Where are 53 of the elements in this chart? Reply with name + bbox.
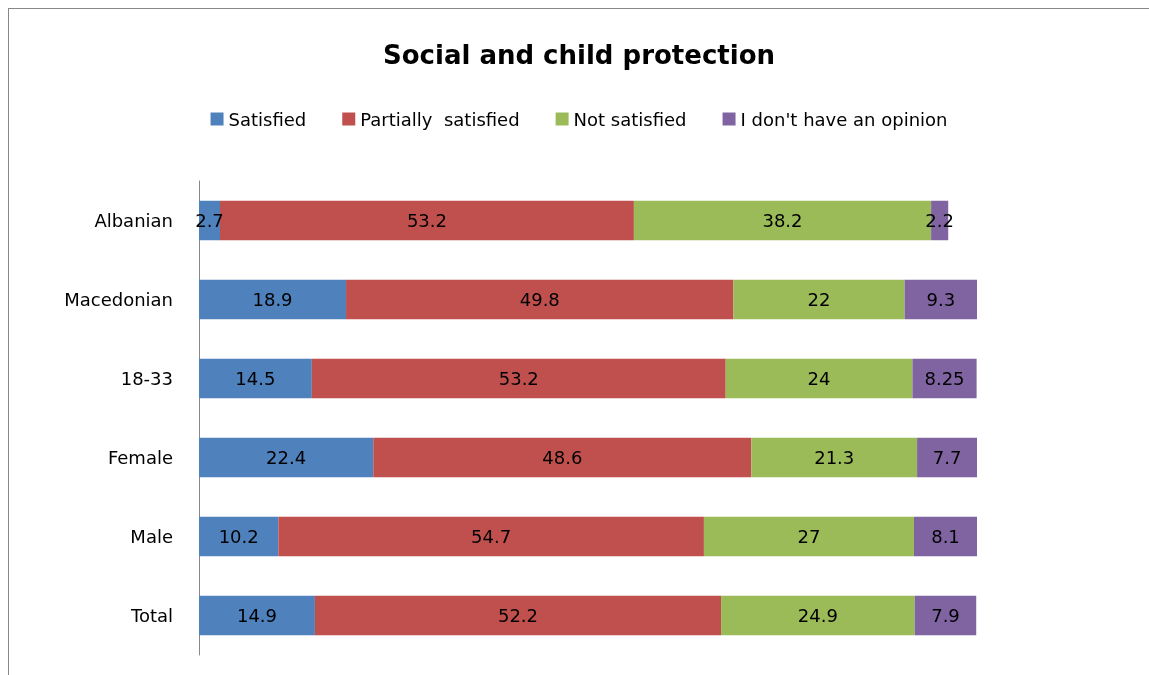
legend-label: Not satisfied	[573, 108, 687, 130]
bar	[725, 358, 913, 399]
bar	[914, 595, 977, 636]
bar	[199, 279, 347, 320]
data-label: 8.25	[924, 368, 965, 389]
y-tick-label: Female	[107, 447, 173, 468]
y-tick-label: 18-33	[120, 368, 173, 389]
data-label: 27	[797, 526, 821, 547]
bar	[314, 595, 722, 636]
data-label: 22	[807, 289, 831, 310]
bar	[311, 358, 726, 399]
bar	[904, 279, 977, 320]
data-label: 24.9	[797, 605, 838, 626]
data-label: 38.2	[762, 210, 803, 231]
y-tick-label: Macedonian	[64, 289, 173, 310]
bar	[199, 516, 279, 557]
bar	[346, 279, 734, 320]
bar	[199, 358, 312, 399]
data-label: 7.9	[931, 605, 960, 626]
legend-label: Partially satisfied	[360, 108, 520, 130]
y-tick-label: Male	[130, 526, 173, 547]
data-label: 22.4	[266, 447, 307, 468]
data-label: 8.1	[931, 526, 960, 547]
y-tick-label: Albanian	[94, 210, 173, 231]
data-label: 49.8	[519, 289, 560, 310]
chart-title: Social and child protection	[382, 40, 776, 70]
data-label: 53.2	[406, 210, 447, 231]
data-label: 21.3	[814, 447, 855, 468]
data-label: 53.2	[498, 368, 539, 389]
bar	[917, 437, 977, 478]
data-label: 14.9	[236, 605, 277, 626]
bar	[913, 516, 977, 557]
bar	[703, 516, 914, 557]
data-label: 48.6	[542, 447, 583, 468]
data-label: 18.9	[252, 289, 293, 310]
bar	[199, 437, 374, 478]
data-label: 14.5	[235, 368, 276, 389]
bar	[278, 516, 704, 557]
legend-label: Satisfied	[228, 108, 307, 130]
data-label: 7.7	[932, 447, 962, 468]
bar	[721, 595, 915, 636]
legend-label: I don't have an opinion	[740, 108, 948, 130]
data-label: 52.2	[497, 605, 539, 626]
data-label: 54.7	[471, 526, 512, 547]
data-label: 24	[807, 368, 831, 389]
data-label: 9.3	[926, 289, 956, 310]
bar	[199, 595, 315, 636]
bar	[373, 437, 752, 478]
y-tick-label: Total	[129, 605, 173, 626]
bar	[733, 279, 905, 320]
data-label: 10.2	[218, 526, 259, 547]
bar	[751, 437, 918, 478]
bar	[912, 358, 977, 399]
